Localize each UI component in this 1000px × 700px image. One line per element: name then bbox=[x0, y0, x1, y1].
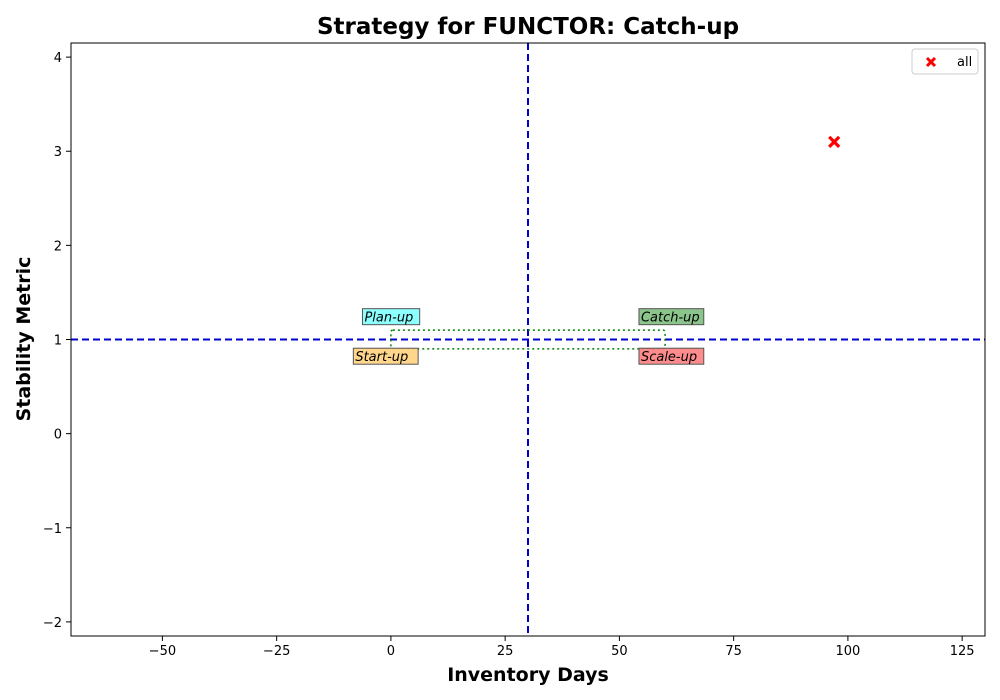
legend-label: all bbox=[957, 55, 972, 70]
x-tick-label: −50 bbox=[149, 644, 176, 659]
quadrant-label: Start-up bbox=[355, 350, 408, 365]
x-tick-label: 75 bbox=[725, 644, 742, 659]
y-tick-label: −1 bbox=[43, 522, 62, 537]
y-tick-label: 2 bbox=[54, 239, 62, 254]
quadrant-label-box bbox=[361, 308, 421, 326]
chart-title: Strategy for FUNCTOR: Catch-up bbox=[317, 14, 739, 40]
y-axis-label: Stability Metric bbox=[13, 257, 35, 422]
quadrant-label: Catch-up bbox=[641, 311, 700, 326]
legend-marker bbox=[925, 56, 937, 68]
x-tick-label: 0 bbox=[387, 644, 395, 659]
x-tick-label: 25 bbox=[497, 644, 514, 659]
quadrant-label-box bbox=[638, 308, 705, 326]
y-tick-label: 4 bbox=[54, 51, 62, 66]
y-tick-label: 0 bbox=[54, 428, 62, 443]
x-axis-label: Inventory Days bbox=[447, 664, 609, 686]
x-tick-label: 50 bbox=[611, 644, 628, 659]
quadrant-label: Plan-up bbox=[364, 311, 413, 326]
data-point bbox=[828, 135, 841, 148]
highlight-box bbox=[390, 329, 666, 350]
legend-box bbox=[911, 48, 979, 75]
y-tick-label: 3 bbox=[54, 145, 62, 160]
quadrant-label-box bbox=[638, 347, 705, 365]
x-tick-label: 125 bbox=[950, 644, 975, 659]
x-tick-label: −25 bbox=[263, 644, 290, 659]
x-tick-label: 100 bbox=[835, 644, 860, 659]
quadrant-label-box bbox=[352, 347, 419, 365]
quadrant-label: Scale-up bbox=[641, 350, 697, 365]
y-tick-label: −2 bbox=[43, 616, 62, 631]
y-tick-label: 1 bbox=[54, 334, 62, 349]
